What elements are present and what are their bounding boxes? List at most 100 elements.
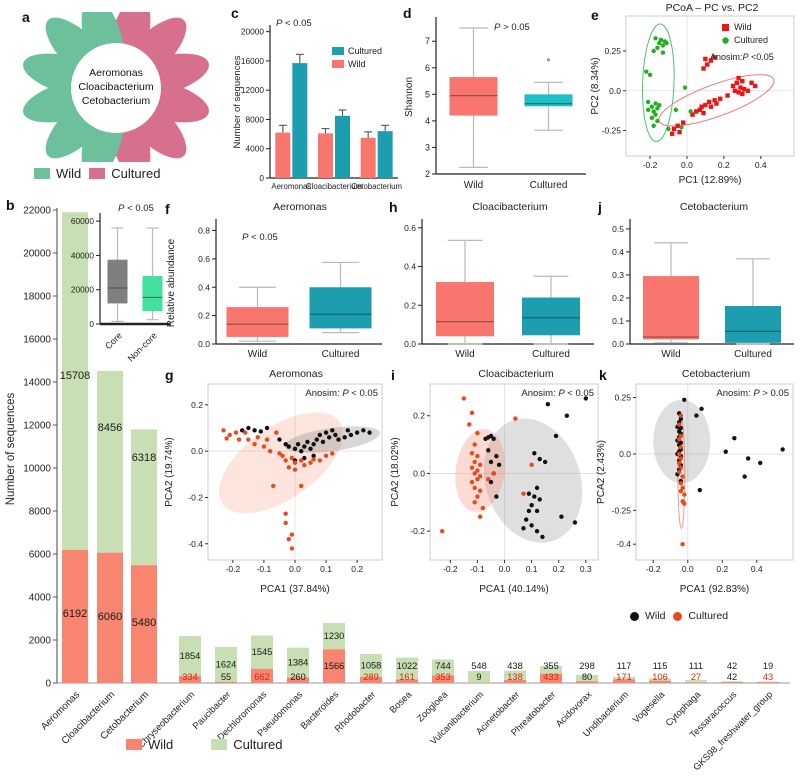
panel-letter-a: a [22,9,30,25]
svg-text:8456: 8456 [98,422,122,434]
panel-letter-e: e [591,7,599,23]
svg-text:7: 7 [425,36,430,46]
svg-text:-0.2: -0.2 [443,564,458,574]
cultured-color-chip [89,168,106,179]
svg-text:4000: 4000 [246,144,265,154]
svg-text:20000: 20000 [71,285,94,295]
svg-text:Shannon: Shannon [404,77,415,117]
svg-text:0: 0 [45,679,51,690]
svg-text:-0.2: -0.2 [646,564,661,574]
svg-text:Cultured: Cultured [734,349,772,360]
svg-text:0.25: 0.25 [604,46,621,56]
svg-text:115: 115 [653,661,668,671]
svg-text:0.1: 0.1 [526,564,538,574]
svg-text:1384: 1384 [288,658,309,668]
svg-text:42: 42 [727,661,737,671]
svg-text:16000: 16000 [241,56,264,66]
flower-diagram: Aeromonas Cloacibacterium Cetobacterium [23,12,209,162]
svg-text:Wild: Wild [248,349,267,360]
svg-text:Cetobacterium: Cetobacterium [82,95,151,107]
svg-text:0.5: 0.5 [612,224,624,234]
svg-text:0.2: 0.2 [612,293,624,303]
svg-text:Vogesella: Vogesella [631,689,667,725]
svg-text:Cultured: Cultured [530,180,568,191]
svg-text:4000: 4000 [29,593,52,604]
svg-text:-0.1: -0.1 [257,564,272,574]
svg-text:Cloacibacterium: Cloacibacterium [472,201,548,213]
svg-text:Cloacibacterium: Cloacibacterium [78,81,154,93]
svg-text:Number of sequences: Number of sequences [232,55,243,148]
svg-text:0.2: 0.2 [413,411,425,421]
cultured-legend-label: Cultured [111,166,161,181]
svg-text:0.0: 0.0 [499,564,511,574]
svg-text:27: 27 [691,672,701,682]
svg-text:PCA1 (40.14%): PCA1 (40.14%) [479,584,548,595]
svg-text:16000: 16000 [23,335,51,346]
svg-text:60000: 60000 [71,216,94,226]
pcoa-scatter: -0.2 0.0 0.2 0.4 -0.25 0.0 0.25 PCoA – PC vs. P… [590,2,795,186]
wild-bar-label: Wild [148,737,174,752]
svg-text:6318: 6318 [132,452,156,464]
panel-letter-j: j [598,199,602,215]
cetobacterium-abundance-boxplot: 0.0 0.1 0.2 0.3 0.4 0.5 Wild Cultured Cetobacter… [612,201,794,360]
svg-text:0.0: 0.0 [404,339,416,349]
svg-text:0.0: 0.0 [289,564,301,574]
svg-text:106: 106 [652,672,668,682]
svg-text:433: 433 [543,672,559,682]
svg-text:171: 171 [616,672,632,682]
svg-text:-0.2: -0.2 [226,564,241,574]
panel-letter-h: h [389,199,398,215]
svg-text:1230: 1230 [324,631,345,641]
svg-text:353: 353 [435,672,451,682]
svg-text:0.2: 0.2 [716,564,728,574]
svg-text:Number of sequences: Number of sequences [5,393,17,506]
wild-bar-chip [126,739,142,750]
svg-text:Aeromonas: Aeromonas [269,368,323,380]
svg-text:Cetobacterium: Cetobacterium [351,182,402,191]
panel-letter-d: d [403,5,412,21]
stacked-bar-chart: 0 2000 4000 6000 8000 10000 12000 14000 16000 180… [5,206,790,772]
svg-text:3: 3 [425,142,430,152]
svg-text:-0.4: -0.4 [616,539,631,549]
svg-text:Bosea: Bosea [388,689,414,715]
svg-text:14000: 14000 [23,378,51,389]
cultured-bar-chip [211,739,228,750]
svg-text:Core: Core [103,330,124,351]
svg-text:42: 42 [727,672,737,682]
svg-text:0: 0 [259,173,264,183]
svg-text:0.4: 0.4 [612,247,624,257]
svg-text:0.2: 0.2 [351,564,363,574]
svg-text:6000: 6000 [29,550,52,561]
svg-text:111: 111 [689,661,703,671]
svg-text:0.2: 0.2 [191,400,203,410]
svg-text:15708: 15708 [60,370,91,382]
svg-text:117: 117 [617,661,632,671]
svg-text:9: 9 [476,672,481,682]
cultured-bar-label: Cultured [233,737,283,752]
svg-text:4: 4 [425,116,430,126]
svg-text:0.2: 0.2 [718,160,730,170]
svg-text:12000: 12000 [241,85,264,95]
svg-text:0.0: 0.0 [612,339,624,349]
svg-text:1545: 1545 [252,647,273,657]
svg-text:0.25: 0.25 [614,393,631,403]
svg-text:19: 19 [763,661,773,671]
svg-text:161: 161 [399,672,415,682]
svg-text:1058: 1058 [361,660,382,670]
svg-text:744: 744 [435,661,451,671]
svg-text:PCA2 (2.43%): PCA2 (2.43%) [596,440,607,504]
svg-text:-0.2: -0.2 [410,526,425,536]
svg-text:-0.25: -0.25 [612,505,632,515]
cetobacterium-pca-scatter: -0.2 0.0 0.2 0.4 0.25 0.0 -0.25 -0.4 Cetobacteri… [596,368,794,595]
svg-text:Wild: Wild [464,180,483,191]
svg-text:Cultured: Cultured [734,35,768,45]
shannon-boxplot: 2 3 4 5 6 7 Wild Cultured P > 0.05 Shannon [404,17,586,191]
svg-text:Anosim: P > 0.05: Anosim: P > 0.05 [716,388,789,399]
svg-text:0.0: 0.0 [413,468,425,478]
pca-point-legend: Wild Cultured [630,610,728,622]
svg-text:55: 55 [221,672,231,682]
svg-text:Cetobacterium: Cetobacterium [682,368,751,380]
svg-text:10000: 10000 [23,464,51,475]
svg-text:Relative abundance: Relative abundance [166,238,177,327]
